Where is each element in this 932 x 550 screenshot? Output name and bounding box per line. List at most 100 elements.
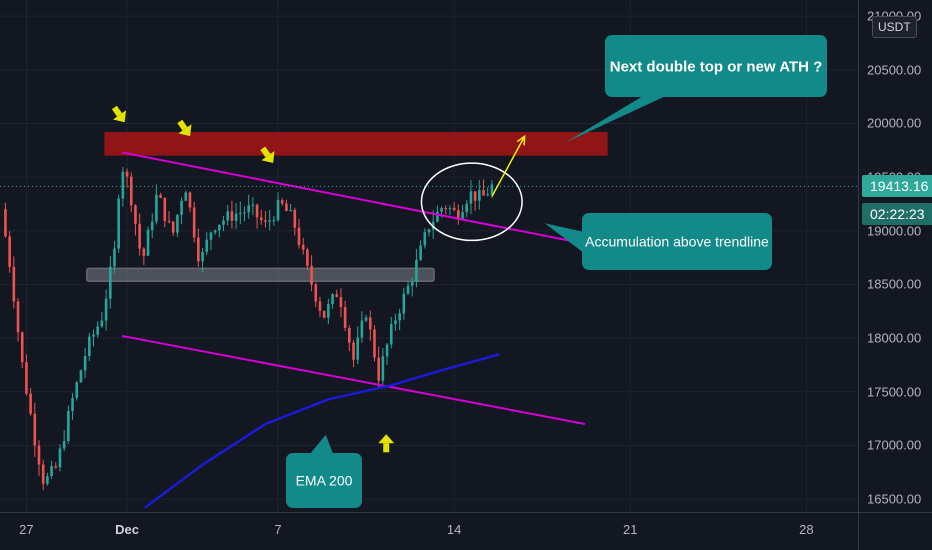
candle-body (373, 329, 376, 358)
candle-body (33, 413, 37, 446)
candle-body (155, 194, 158, 222)
candle-body (54, 466, 58, 468)
price-tick-label: 18000.00 (867, 330, 922, 346)
candle-body (331, 294, 334, 305)
candle-body (146, 229, 150, 256)
price-tick-label: 19000.00 (867, 223, 922, 239)
candle-body (8, 236, 11, 267)
top-marker-head (261, 151, 275, 164)
candle-body (306, 249, 309, 266)
candle-body (419, 245, 422, 260)
candle-body (356, 337, 360, 360)
candle-body (75, 382, 79, 398)
candle-body (234, 213, 238, 221)
candle-body (255, 204, 259, 218)
price-tick-label: 17000.00 (867, 437, 922, 453)
candle-body (113, 248, 116, 267)
candle-body (125, 171, 129, 177)
candle-body (310, 265, 313, 285)
candle-body (25, 362, 28, 394)
bottom-marker-icon (378, 434, 395, 453)
candle-body (410, 281, 414, 286)
candle-body (243, 212, 246, 214)
candle-body (415, 259, 418, 282)
candle-body (138, 223, 141, 249)
candle-body (96, 326, 100, 335)
candle-body (318, 301, 322, 311)
time-tick-label: 7 (274, 522, 282, 537)
support-zone (86, 267, 435, 282)
candle-body (167, 220, 171, 222)
candle-body (490, 184, 494, 195)
top-marker-stem (177, 119, 188, 131)
candle-body (264, 220, 267, 222)
candle-body (180, 200, 183, 215)
candle-body (280, 200, 284, 204)
candle-body (381, 356, 385, 381)
candle-body (230, 211, 234, 221)
candle-body (339, 296, 343, 308)
callout-text: Next double top or new ATH ? (610, 58, 823, 75)
candle-body (58, 448, 62, 468)
candle-body (301, 244, 305, 250)
candle-body (104, 298, 108, 321)
candle-body (465, 203, 469, 213)
price-tick-label: 20500.00 (867, 62, 922, 78)
time-tick-label: 21 (623, 522, 638, 537)
callout-text: Accumulation above trendline (585, 233, 769, 249)
candle-body (159, 194, 162, 198)
callout-0: Next double top or new ATH ? (564, 35, 827, 143)
candle-body (83, 356, 87, 371)
candle-body (368, 317, 372, 330)
candle-body (402, 293, 406, 314)
candle-body (62, 441, 66, 449)
currency-badge[interactable]: USDT (872, 16, 917, 38)
candle-body (293, 209, 297, 228)
candle-body (276, 200, 280, 221)
candle-body (364, 317, 368, 321)
top-marker-stem (260, 146, 271, 158)
candle-body (218, 224, 221, 231)
callout-pointer (310, 434, 333, 453)
candle-body (142, 248, 146, 256)
callout-box (286, 453, 362, 508)
candle-body (482, 190, 485, 196)
price-axis[interactable]: 16500.00 17000.00 17500.00 18000.00 18500.00… (858, 0, 932, 512)
candle-body (251, 204, 255, 206)
candle-body (327, 304, 330, 318)
candle-body (335, 294, 339, 297)
callout-pointer (564, 97, 664, 143)
bottom-marker-head (378, 434, 395, 444)
top-marker-icon (177, 119, 192, 137)
candle-body (398, 313, 401, 321)
candle-body (406, 285, 410, 294)
candle-body (92, 334, 95, 337)
callout-2: EMA 200 (286, 434, 362, 508)
candle-body (201, 251, 204, 262)
candle-body (12, 266, 16, 302)
callout-box (605, 35, 827, 97)
candle-body (163, 197, 167, 221)
candle-body (473, 191, 477, 201)
top-marker-icon (260, 146, 275, 164)
candle-body (121, 171, 125, 199)
candle-body (343, 307, 347, 328)
candle-body (29, 393, 32, 414)
candle-body (348, 327, 351, 343)
candle-body (444, 208, 448, 210)
callout-pointer (544, 223, 582, 252)
candle-body (209, 232, 213, 240)
top-marker-head (112, 110, 127, 123)
candle-body (322, 310, 326, 318)
time-axis[interactable]: 27 Dec 7 14 21 28 (0, 512, 858, 550)
candle-body (478, 190, 481, 201)
candle-body (50, 466, 53, 477)
candle-body (41, 464, 45, 484)
price-tick-label: 20000.00 (867, 115, 922, 131)
callout-box (582, 213, 772, 270)
candle-body (289, 209, 292, 212)
chart-plot-area[interactable]: Next double top or new ATH ? Accumulation… (0, 0, 858, 512)
accumulation-ellipse (420, 162, 523, 242)
candle-body (46, 476, 49, 484)
